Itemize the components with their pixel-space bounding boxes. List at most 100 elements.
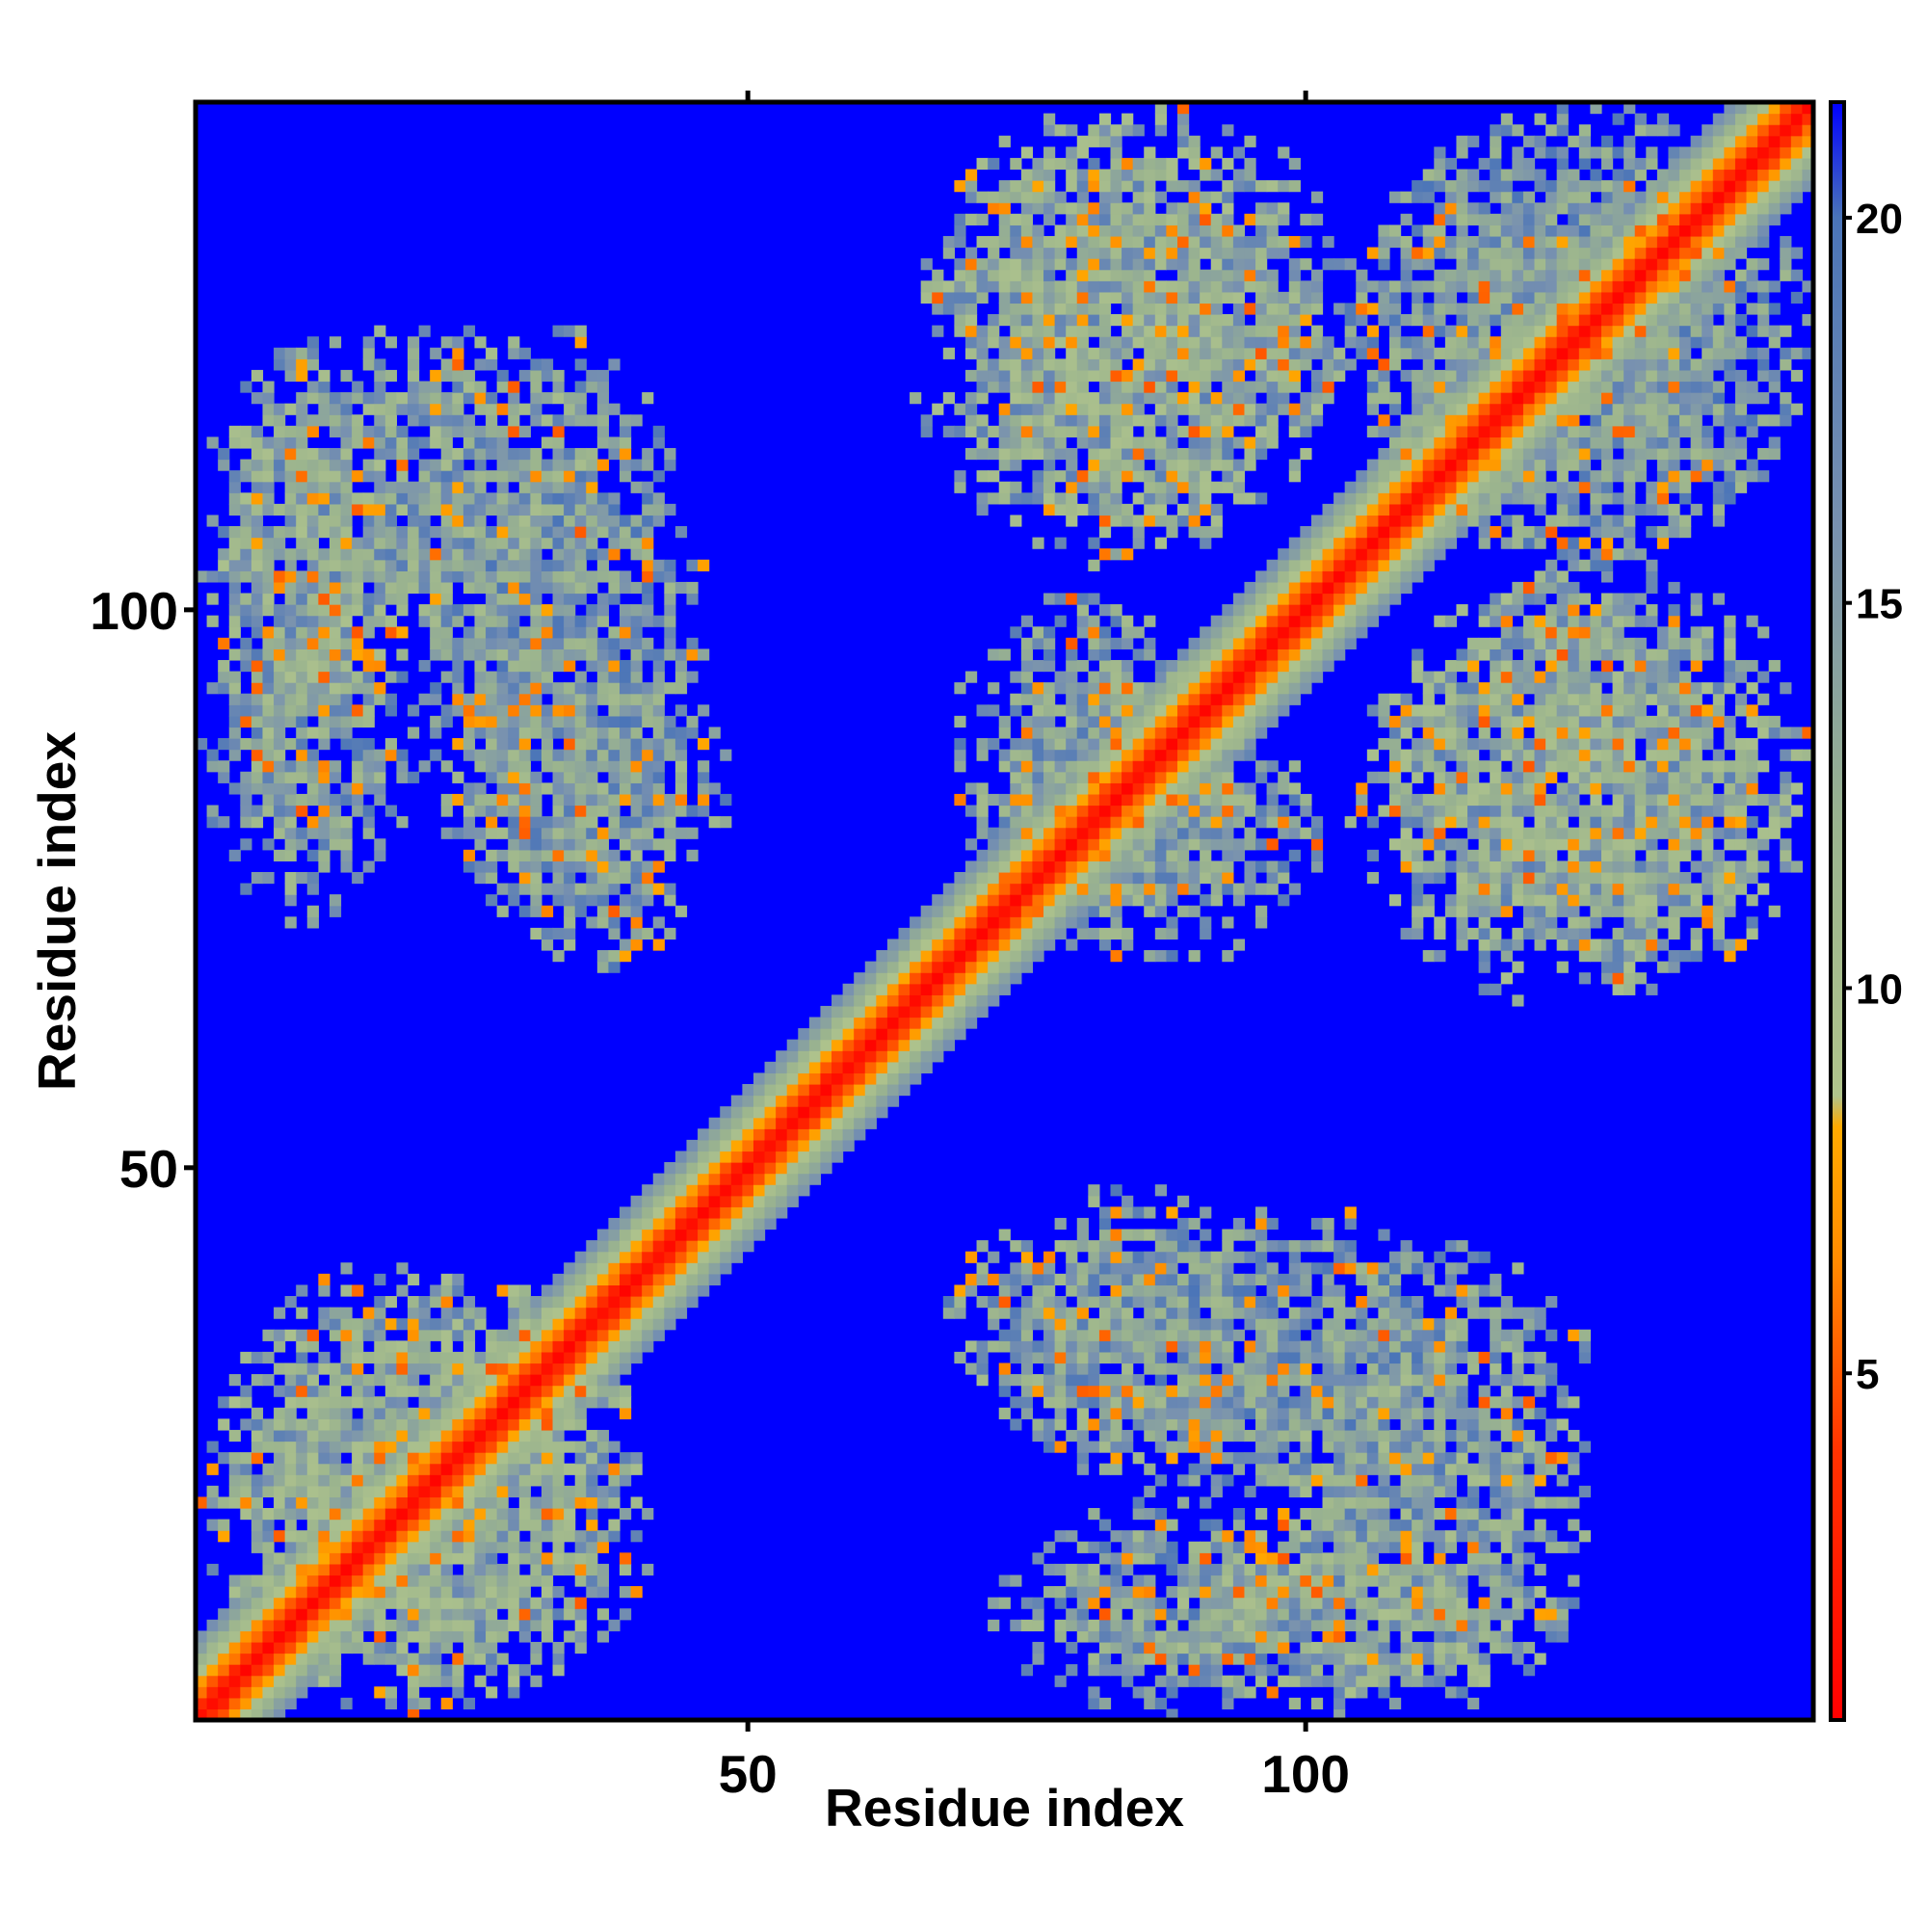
heatmap-cell [530, 447, 542, 461]
heatmap-cell [296, 1496, 308, 1509]
heatmap-cell [1122, 1619, 1134, 1631]
heatmap-cell [1020, 871, 1034, 885]
heatmap-cell [574, 626, 587, 639]
heatmap-cell [374, 1474, 386, 1487]
heatmap-cell [1098, 459, 1112, 471]
heatmap-cell [1020, 916, 1034, 929]
heatmap-cell [1176, 180, 1190, 193]
heatmap-cell [1010, 950, 1022, 963]
heatmap-cell [1132, 1206, 1145, 1219]
heatmap-cell [486, 715, 498, 728]
heatmap-cell [440, 1441, 453, 1453]
heatmap-cell [374, 659, 386, 673]
heatmap-cell [340, 1641, 353, 1654]
heatmap-cell [910, 1017, 922, 1029]
heatmap-cell [1088, 927, 1100, 940]
heatmap-cell [496, 581, 509, 595]
heatmap-cell [832, 1095, 844, 1107]
heatmap-cell [284, 1552, 297, 1565]
heatmap-cell [1076, 927, 1089, 940]
heatmap-cell [318, 1597, 330, 1609]
heatmap-cell [274, 470, 286, 483]
heatmap-cell [362, 1329, 375, 1341]
heatmap-cell [1176, 1641, 1190, 1654]
heatmap-cell [1010, 827, 1022, 839]
heatmap-cell [1132, 805, 1145, 817]
heatmap-cell [240, 515, 252, 527]
heatmap-cell [1200, 1385, 1212, 1397]
heatmap-cell [1166, 916, 1178, 929]
heatmap-cell [998, 1385, 1011, 1397]
heatmap-cell [642, 1307, 654, 1319]
heatmap-cell [228, 782, 241, 795]
heatmap-cell [964, 347, 978, 359]
heatmap-cell [530, 1541, 542, 1553]
heatmap-cell [1110, 135, 1122, 147]
heatmap-cell [1176, 1251, 1190, 1263]
heatmap-cell [552, 325, 565, 337]
heatmap-cell [306, 570, 319, 583]
heatmap-cell [362, 626, 375, 639]
heatmap-cell [340, 1418, 353, 1431]
heatmap-cell [474, 659, 487, 673]
heatmap-cell [1043, 637, 1056, 649]
heatmap-cell [329, 771, 342, 783]
heatmap-cell [1166, 1619, 1178, 1631]
heatmap-cell [474, 1418, 487, 1431]
heatmap-cell [329, 1385, 342, 1397]
heatmap-cell [1020, 1407, 1034, 1419]
heatmap-cell [832, 1017, 844, 1029]
heatmap-cell [742, 1206, 754, 1219]
heatmap-cell [306, 1563, 319, 1576]
heatmap-cell [1010, 314, 1022, 327]
heatmap-cell [1032, 827, 1044, 839]
heatmap-cell [329, 1474, 342, 1487]
heatmap-cell [664, 1307, 676, 1319]
heatmap-cell [564, 816, 576, 829]
heatmap-cell [284, 1575, 297, 1587]
heatmap-cell [408, 704, 420, 717]
heatmap-cell [620, 626, 632, 639]
heatmap-cell [362, 593, 375, 605]
heatmap-cell [396, 581, 409, 595]
heatmap-cell [1144, 715, 1156, 728]
heatmap-cell [1200, 1619, 1212, 1631]
heatmap-cell [596, 871, 610, 885]
heatmap-cell [954, 1284, 966, 1297]
heatmap-cell [1200, 1452, 1212, 1465]
heatmap-cell [630, 894, 643, 907]
heatmap-cell [262, 693, 275, 705]
heatmap-cell [886, 1005, 900, 1019]
heatmap-cell [1122, 403, 1134, 415]
heatmap-cell [1010, 347, 1022, 359]
heatmap-cell [1010, 1273, 1022, 1286]
heatmap-cell [251, 1597, 264, 1609]
heatmap-cell [564, 1407, 576, 1419]
heatmap-cell [474, 1507, 487, 1521]
heatmap-cell [988, 793, 1000, 807]
heatmap-cell [988, 972, 1000, 985]
heatmap-cell [318, 1586, 330, 1599]
heatmap-cell [418, 581, 431, 595]
heatmap-cell [976, 503, 989, 516]
heatmap-cell [1110, 1586, 1122, 1599]
heatmap-cell [1098, 447, 1112, 461]
heatmap-cell [564, 1485, 576, 1498]
heatmap-cell [574, 1552, 587, 1565]
heatmap-cell [1043, 258, 1056, 271]
heatmap-cell [1032, 1307, 1044, 1319]
heatmap-cell [474, 526, 487, 539]
heatmap-cell [1110, 1619, 1122, 1631]
heatmap-cell [440, 760, 453, 773]
heatmap-cell [474, 1363, 487, 1375]
heatmap-cell [284, 1363, 297, 1375]
heatmap-cell [608, 905, 620, 917]
heatmap-cell [352, 715, 364, 728]
heatmap-cell [552, 1641, 565, 1654]
heatmap-cell [329, 1575, 342, 1587]
heatmap-cell [1066, 1396, 1078, 1409]
heatmap-cell [462, 1597, 476, 1609]
heatmap-cell [240, 693, 252, 705]
heatmap-cell [954, 961, 966, 973]
heatmap-cell [1010, 1240, 1022, 1253]
